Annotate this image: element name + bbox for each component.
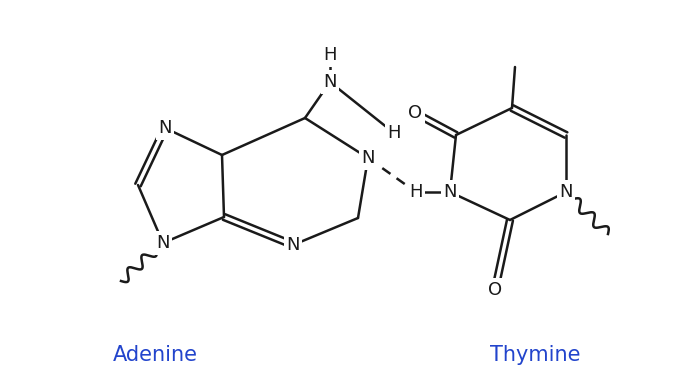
Text: N: N xyxy=(323,73,337,91)
Text: N: N xyxy=(286,236,300,254)
Text: H: H xyxy=(410,183,423,201)
Text: N: N xyxy=(559,183,573,201)
Text: O: O xyxy=(408,104,422,122)
Text: N: N xyxy=(156,234,169,252)
Text: Thymine: Thymine xyxy=(490,345,580,365)
Text: O: O xyxy=(488,281,502,299)
Text: H: H xyxy=(323,46,337,64)
Text: N: N xyxy=(443,183,456,201)
Text: N: N xyxy=(158,119,172,137)
Text: H: H xyxy=(387,124,400,142)
Text: Adenine: Adenine xyxy=(113,345,197,365)
Text: N: N xyxy=(361,149,374,167)
